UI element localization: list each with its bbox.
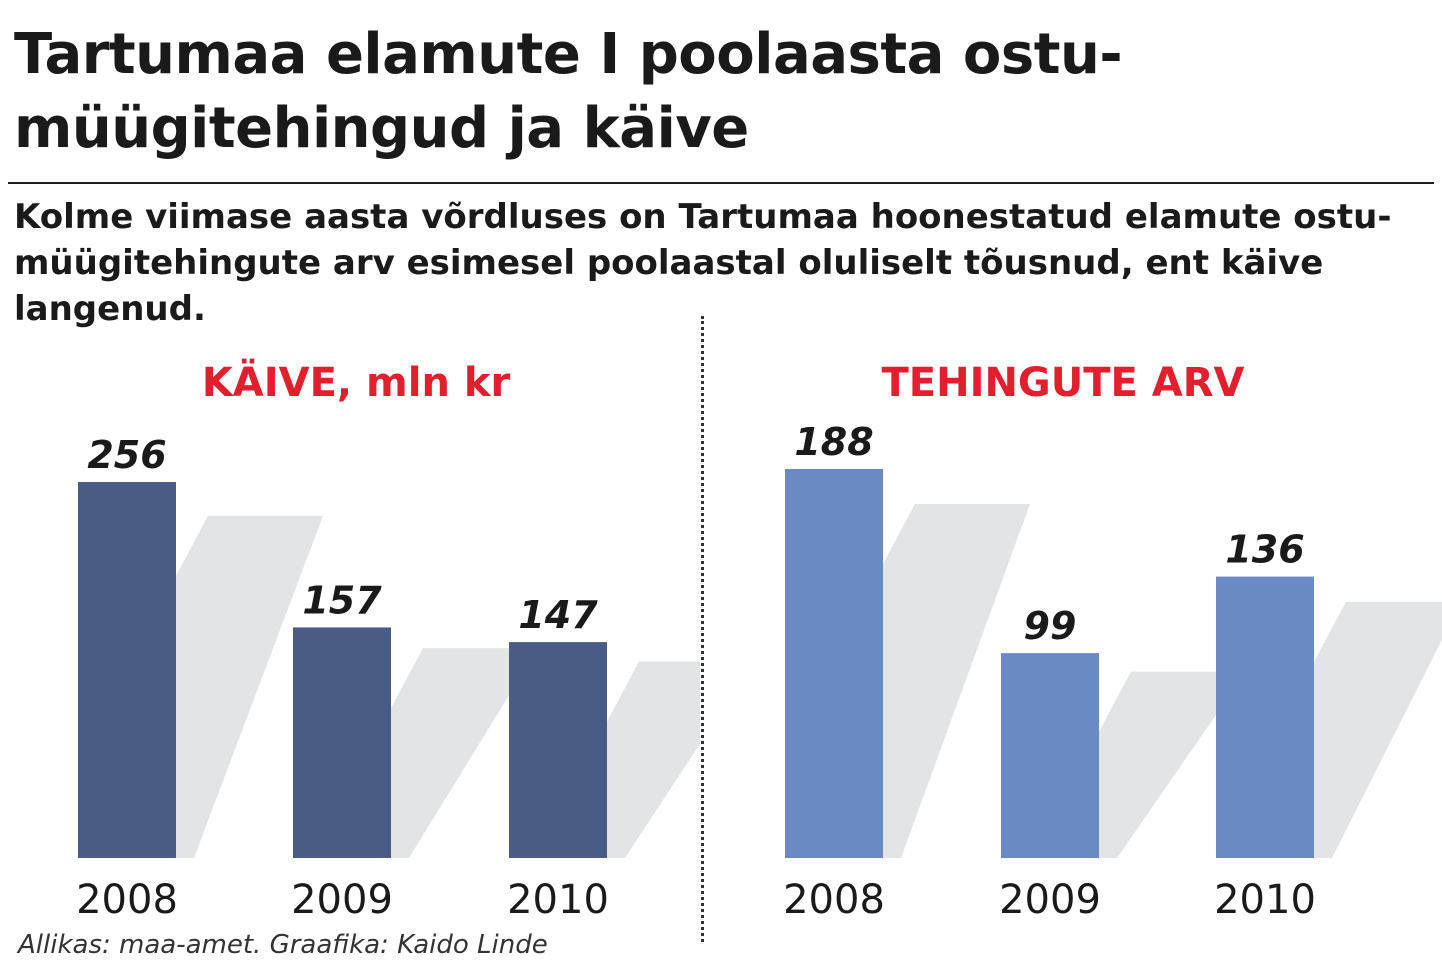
category-label: 2009 [291,877,393,923]
bar-value-label: 136 [1225,528,1304,572]
category-label: 2008 [76,877,178,923]
bar [1216,576,1314,858]
bar-shadow [607,661,700,858]
bar-value-label: 147 [518,593,598,637]
bar [509,642,607,858]
category-label: 2010 [1214,877,1316,923]
bar [785,469,883,858]
bar-value-label: 157 [302,578,382,622]
bar-value-label: 256 [87,433,166,477]
chart-title: KÄIVE, mln kr [202,358,511,406]
bar-shadow [391,648,538,858]
category-label: 2009 [999,877,1101,923]
headline: Tartumaa elamute I poolaasta ostu-müügit… [14,22,1123,161]
bar-value-label: 99 [1024,604,1077,648]
chart-divider [701,316,704,942]
bar-shadow [1099,671,1246,858]
bar-shadow [1314,601,1442,858]
bar [78,482,176,858]
chart-turnover: KÄIVE, mln kr 256 2008 157 2009 147 2010 [76,358,700,923]
lede: Kolme viimase aasta võrdluses on Tartuma… [14,197,1392,329]
bar-shadow [176,515,323,858]
category-label: 2010 [507,877,609,923]
chart-title: TEHINGUTE ARV [881,360,1244,406]
bar [293,627,391,858]
category-label: 2008 [783,877,885,923]
bar [1001,653,1099,858]
headline-rule [8,182,1434,184]
bar-shadow [883,504,1030,858]
source-credit: Allikas: maa-amet. Graafika: Kaido Linde [18,930,548,960]
bar-value-label: 188 [794,420,873,464]
